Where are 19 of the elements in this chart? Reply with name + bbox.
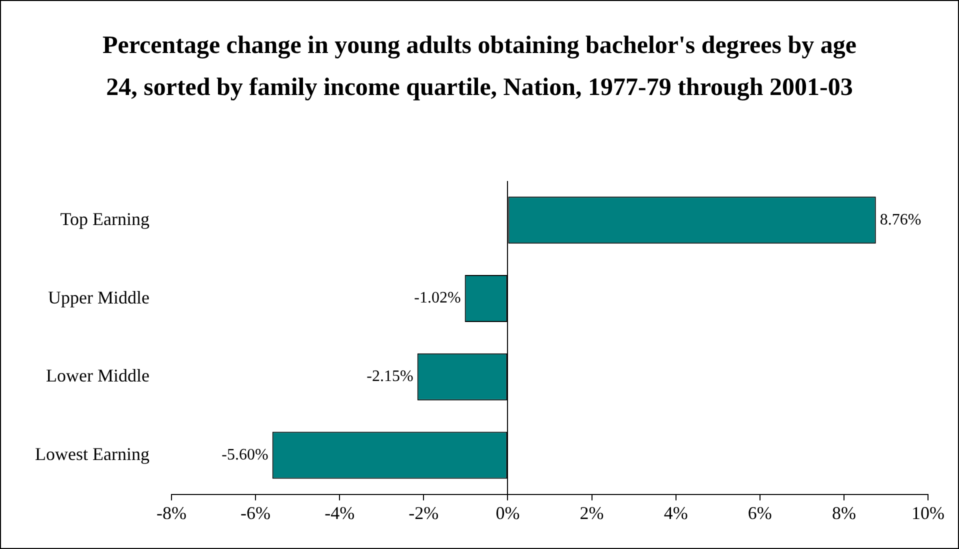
y-tick-label: Top Earning: [60, 208, 150, 229]
y-tick-label: Lower Middle: [46, 366, 150, 386]
x-tick-label: 4%: [664, 502, 688, 523]
y-tick-label: Upper Middle: [48, 287, 150, 308]
x-tick-label: -6%: [240, 502, 271, 523]
data-label: -5.60%: [222, 446, 268, 464]
x-tick-label: 2%: [580, 502, 604, 523]
x-tick-label: 10%: [912, 502, 944, 523]
x-tick-label: 8%: [832, 502, 856, 523]
data-label: -1.02%: [414, 290, 461, 307]
x-tick-label: -4%: [324, 502, 355, 523]
data-label: -2.15%: [366, 368, 414, 386]
data-label: 8.76%: [880, 211, 922, 228]
x-tick-label: -2%: [408, 502, 439, 523]
chart-title: Percentage change in young adults obtaining bachelor's degrees by age 24, sorted by family income quartile, Nation, 1977-79 through 2001-03: [102, 31, 858, 103]
y-tick-label: Lowest Earning: [35, 444, 150, 464]
x-tick-label: -8%: [156, 502, 186, 523]
x-tick-label: 0%: [496, 502, 520, 523]
x-tick-label: 6%: [748, 502, 772, 523]
